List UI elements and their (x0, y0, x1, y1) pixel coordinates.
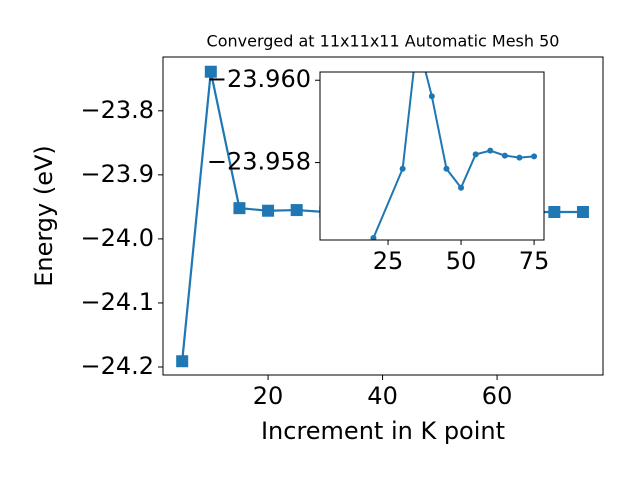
marker (399, 165, 406, 172)
axes-frame (162, 56, 604, 376)
marker (501, 152, 508, 159)
marker (487, 147, 494, 154)
marker (472, 151, 479, 158)
marker (204, 65, 217, 78)
marker (576, 205, 589, 218)
y-tick-label: −23.958 (207, 148, 311, 176)
marker (290, 204, 303, 217)
marker (458, 184, 465, 191)
y-tick-label: −23.960 (207, 65, 311, 93)
y-tick-label: −24.0 (80, 224, 154, 252)
marker (531, 153, 538, 160)
marker (548, 205, 561, 218)
x-axis-label: Increment in K point (261, 417, 505, 445)
x-tick-label: 75 (519, 247, 550, 275)
x-tick-label: 60 (482, 382, 513, 410)
y-tick-label: −24.1 (80, 288, 154, 316)
marker (443, 165, 450, 172)
marker (428, 93, 435, 100)
chart-title: Converged at 11x11x11 Automatic Mesh 50 (207, 32, 560, 51)
y-tick-label: −23.9 (80, 160, 154, 188)
x-tick-label: 25 (373, 247, 404, 275)
y-tick-label: −23.8 (80, 96, 154, 124)
axes-frame (319, 71, 545, 241)
x-tick-label: 20 (253, 382, 284, 410)
marker (176, 355, 189, 368)
x-tick-label: 40 (367, 382, 398, 410)
series (370, 72, 538, 240)
marker (262, 204, 275, 217)
marker (516, 154, 523, 161)
marker (370, 234, 377, 240)
y-tick-label: −24.2 (80, 352, 154, 380)
marker (233, 202, 246, 215)
x-tick-label: 50 (446, 247, 477, 275)
y-axis-label: Energy (eV) (30, 145, 58, 287)
